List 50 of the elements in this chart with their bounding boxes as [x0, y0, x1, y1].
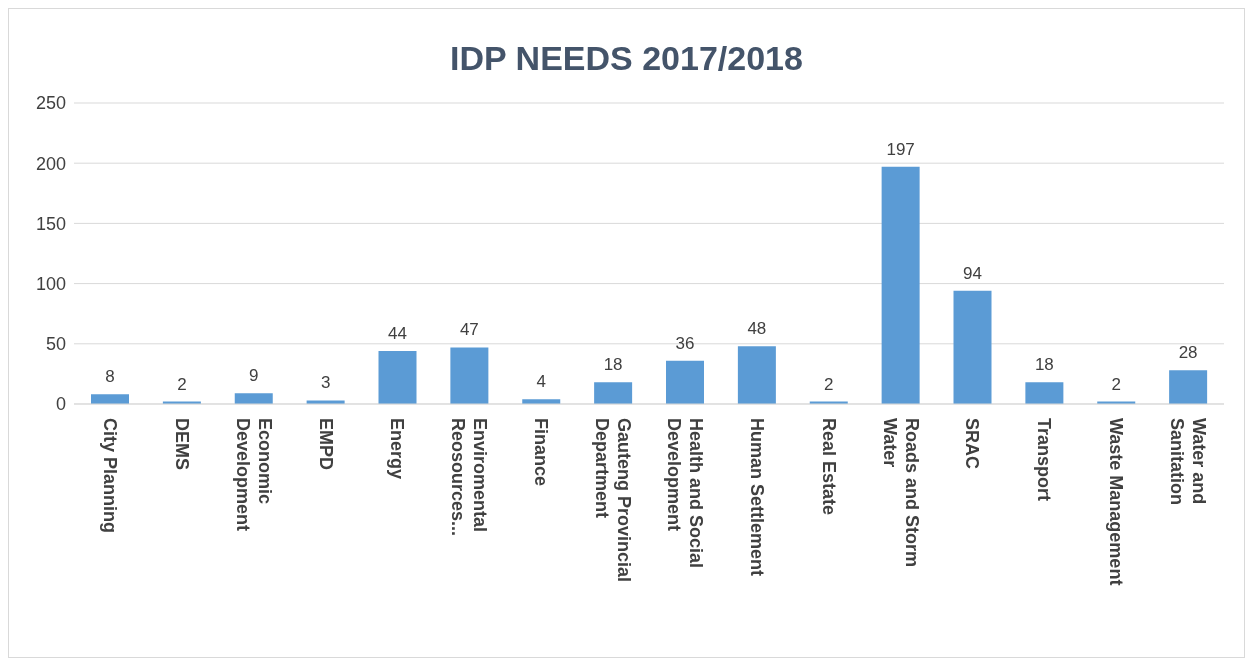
bar [234, 393, 273, 404]
y-tick-label: 250 [35, 93, 66, 114]
chart-title: IDP NEEDS 2017/2018 [449, 39, 804, 79]
data-label: 94 [963, 263, 982, 283]
data-label: 2 [824, 374, 834, 394]
bar [91, 394, 129, 404]
bar [1169, 370, 1208, 404]
data-label: 9 [249, 366, 259, 386]
bar [953, 290, 992, 404]
data-label: 44 [388, 324, 407, 344]
x-tick-label: Finance [531, 418, 552, 487]
data-label: 47 [459, 320, 479, 340]
bar [881, 166, 920, 404]
x-tick-label: Gauteng Provincial Department [592, 418, 635, 583]
x-tick-label: SRAC [962, 418, 983, 470]
y-tick-label: 0 [55, 394, 66, 415]
data-label: 36 [675, 333, 695, 353]
data-label: 18 [603, 355, 623, 375]
data-label: 3 [320, 373, 331, 393]
x-tick-label: Water and Sanitation [1167, 418, 1210, 506]
x-tick-label: Waste Management [1106, 418, 1127, 586]
y-tick-label: 150 [35, 213, 66, 234]
x-tick-label: Health and Social Development [663, 418, 706, 569]
data-label: 28 [1178, 343, 1198, 363]
x-tick-label: Transport [1034, 418, 1055, 502]
y-tick-label: 200 [35, 153, 66, 174]
x-tick-label: Human Settlement [746, 418, 767, 577]
data-label: 2 [177, 374, 187, 394]
data-label: 2 [1111, 374, 1121, 394]
bar [450, 347, 489, 404]
y-tick-label: 100 [35, 273, 66, 294]
data-label: 18 [1034, 355, 1054, 375]
x-tick-label: City Planning [99, 418, 120, 534]
bar [594, 382, 633, 404]
x-tick-label: Roads and Storm Water [879, 418, 922, 568]
x-tick-label: Economic Development [232, 418, 275, 532]
x-tick-label: Enviromental Reosources... [448, 418, 491, 537]
data-label: 197 [886, 139, 915, 159]
bar [378, 351, 417, 404]
bar [666, 360, 704, 404]
data-label: 8 [105, 367, 115, 387]
bar [1025, 382, 1064, 404]
data-label: 48 [747, 319, 767, 339]
x-tick-label: DEMS [171, 418, 192, 471]
data-label: 4 [536, 372, 546, 392]
x-tick-label: Energy [387, 418, 408, 480]
x-tick-label: EMPD [315, 418, 336, 471]
x-tick-label: Real Estate [818, 418, 839, 516]
bar [737, 346, 776, 404]
y-tick-label: 50 [45, 334, 66, 355]
